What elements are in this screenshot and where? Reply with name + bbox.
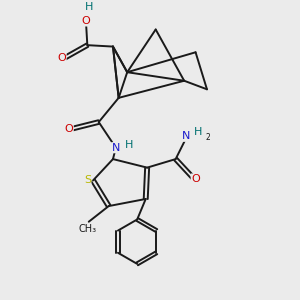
Text: O: O (64, 124, 73, 134)
Text: S: S (84, 176, 91, 185)
Text: N: N (112, 143, 120, 153)
Text: H: H (85, 2, 93, 12)
Text: O: O (57, 53, 66, 63)
Text: CH₃: CH₃ (78, 224, 96, 234)
Text: H: H (194, 127, 202, 137)
Text: 2: 2 (205, 133, 210, 142)
Text: N: N (182, 131, 190, 141)
Text: O: O (82, 16, 90, 26)
Text: H: H (124, 140, 133, 150)
Text: O: O (191, 174, 200, 184)
